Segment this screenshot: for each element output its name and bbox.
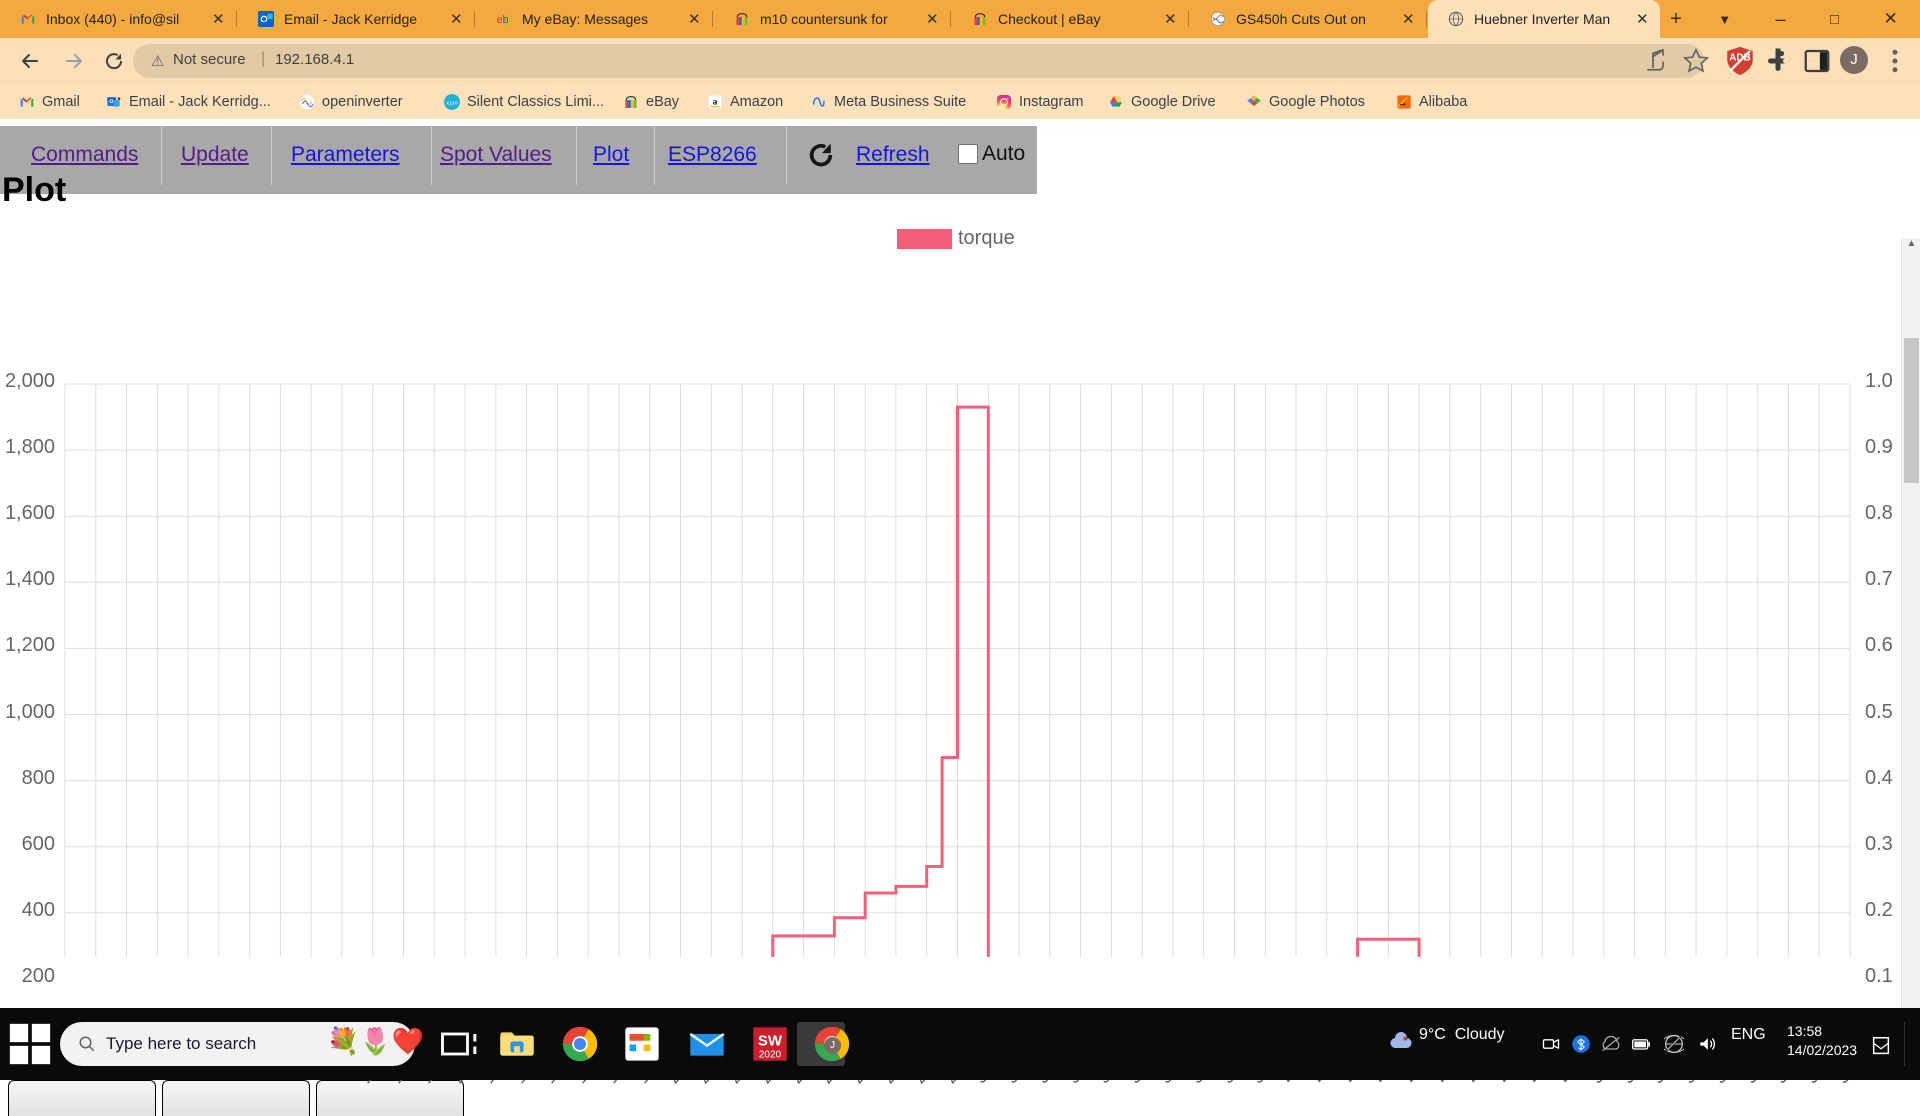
svg-text:x△ro: x△ro (446, 100, 458, 106)
svg-text:O: O (110, 99, 114, 105)
svg-text:SW: SW (758, 1033, 783, 1050)
svg-text:e: e (497, 14, 503, 26)
svg-text:2020: 2020 (759, 1049, 782, 1060)
svg-text:y: y (511, 14, 512, 26)
svg-text:a: a (713, 98, 718, 108)
